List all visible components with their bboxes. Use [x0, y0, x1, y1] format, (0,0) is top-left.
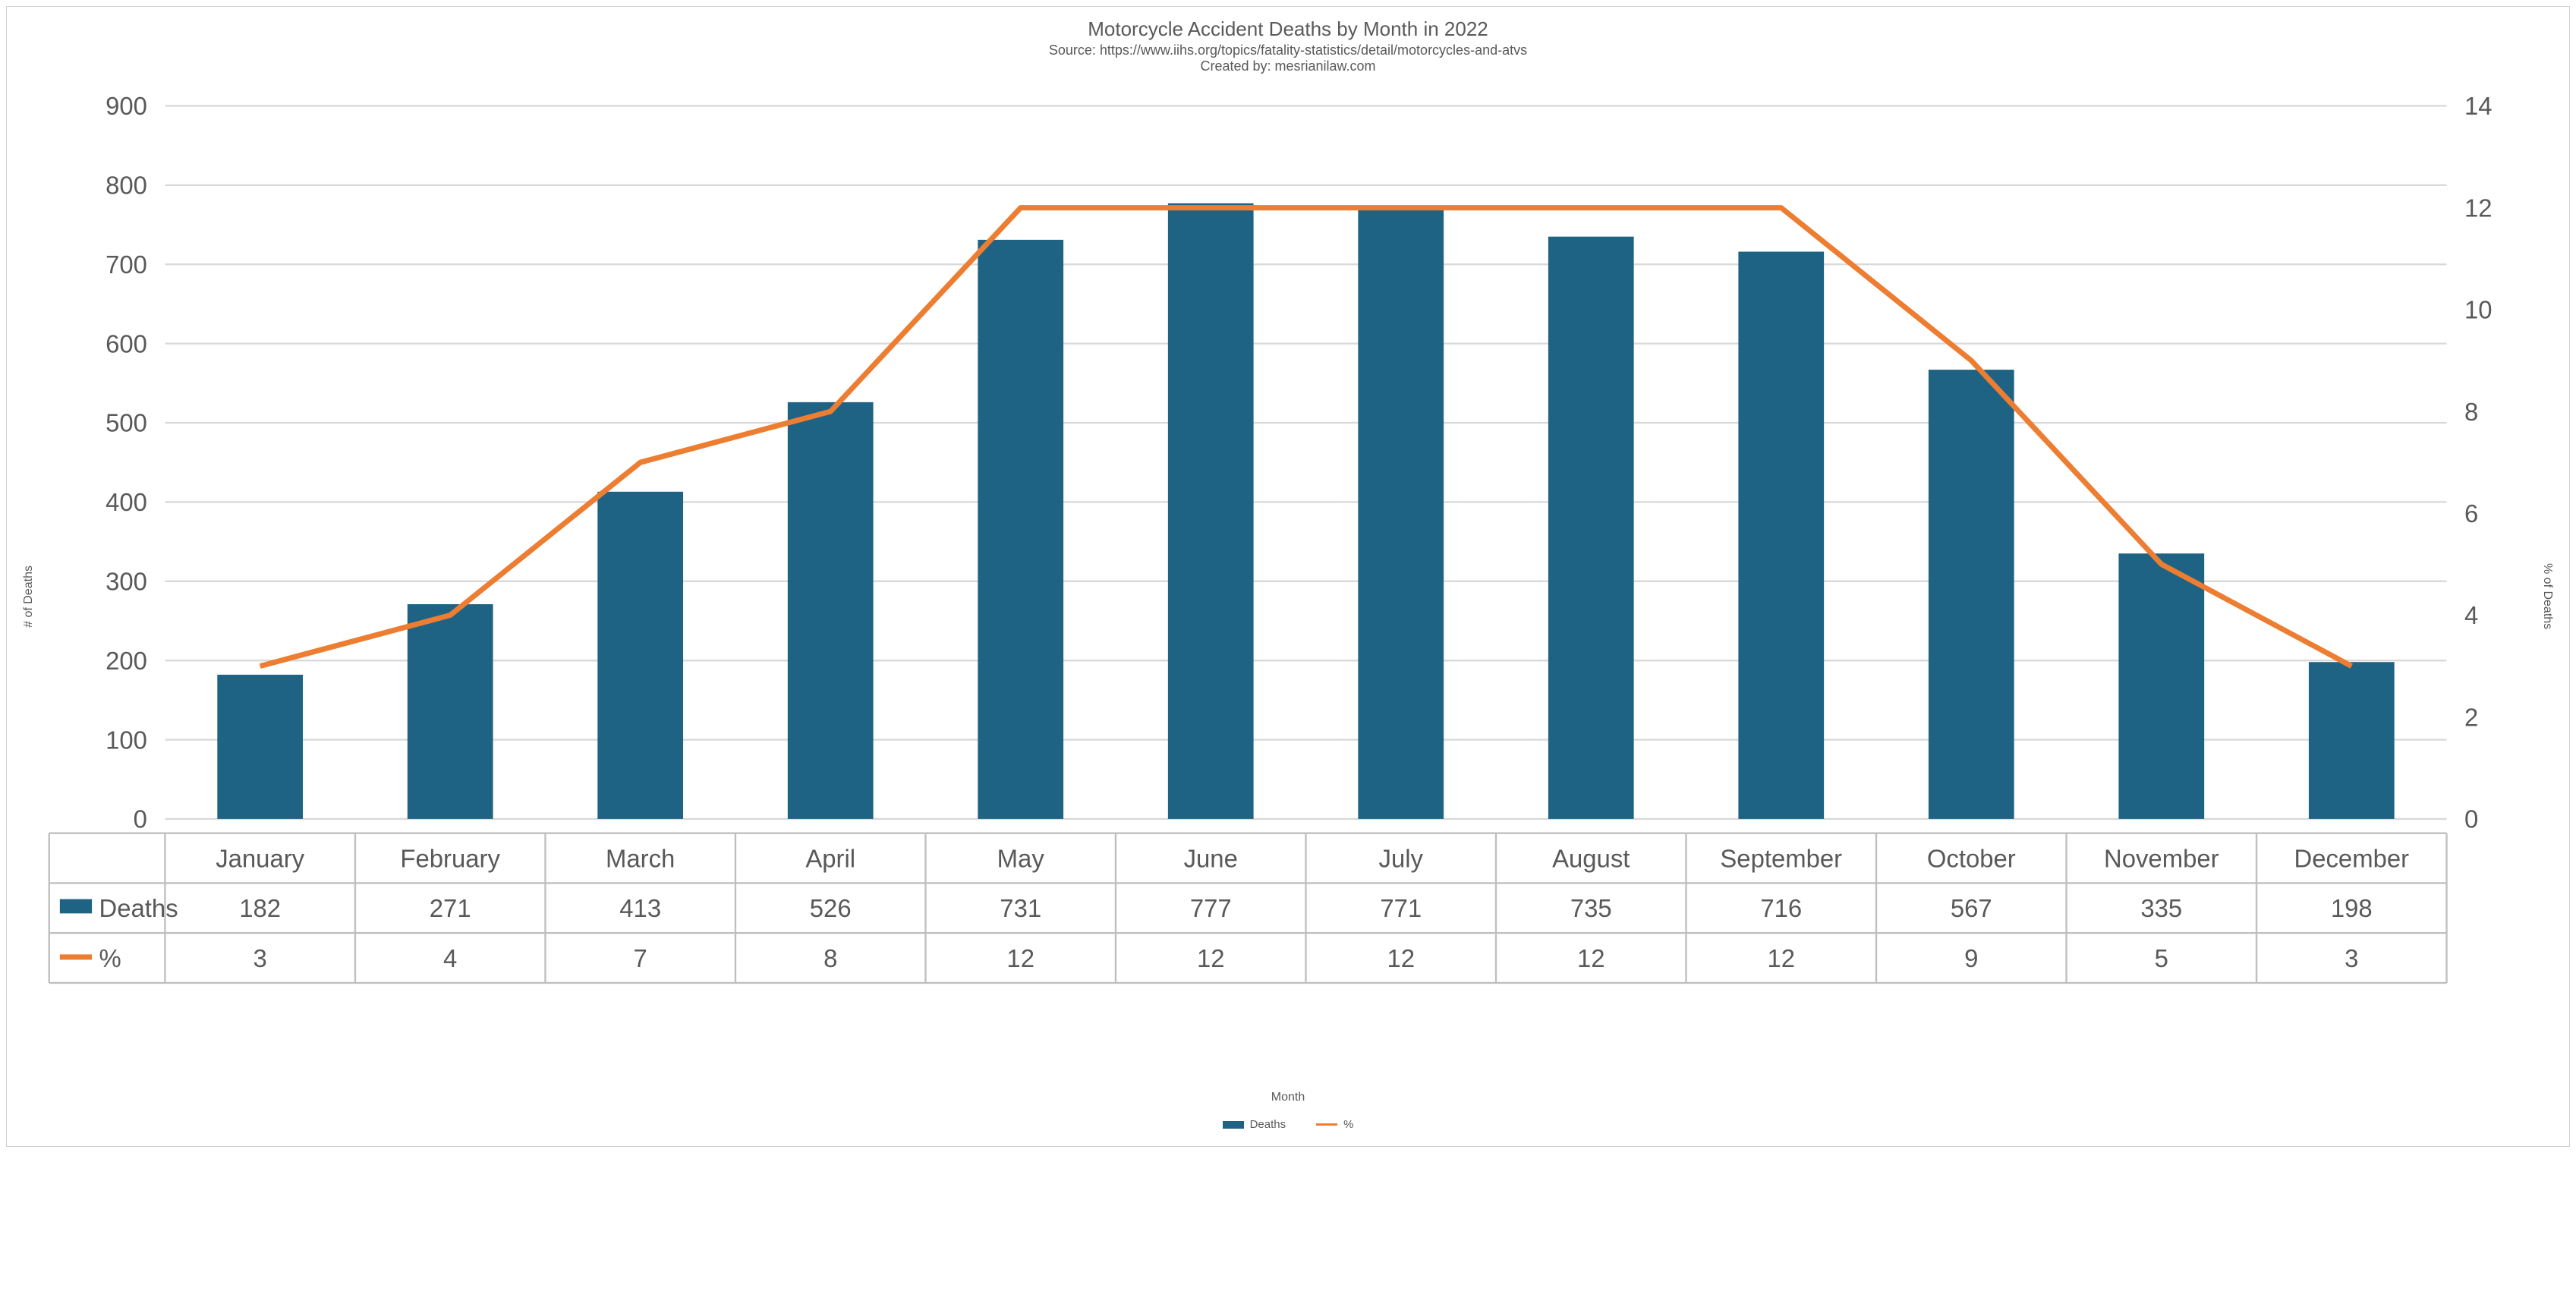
y-left-tick: 700: [105, 250, 147, 279]
table-month: September: [1720, 844, 1842, 872]
table-swatch-line: [60, 954, 92, 959]
table-month: January: [216, 844, 304, 872]
table-header-percent: %: [99, 944, 121, 972]
y-right-tick: 4: [2464, 601, 2478, 629]
bar: [1548, 237, 1634, 819]
table-cell-deaths: 716: [1760, 894, 1802, 922]
table-cell-deaths: 731: [1000, 894, 1041, 922]
bar: [1358, 208, 1444, 819]
table-month: May: [997, 844, 1045, 872]
table-month: November: [2104, 844, 2219, 872]
table-cell-deaths: 771: [1380, 894, 1422, 922]
bar: [217, 675, 303, 819]
y-right-tick: 8: [2464, 398, 2478, 426]
legend-item-line: %: [1316, 1118, 1353, 1131]
x-axis-label: Month: [40, 1091, 2536, 1104]
y-left-tick: 600: [105, 329, 147, 357]
chart-subtitle-source: Source: https://www.iihs.org/topics/fata…: [22, 43, 2554, 58]
table-cell-percent: 8: [824, 944, 837, 972]
legend: Deaths %: [22, 1118, 2554, 1131]
table-cell-percent: 12: [1577, 944, 1605, 972]
table-cell-deaths: 777: [1190, 894, 1232, 922]
y-right-tick: 2: [2464, 703, 2478, 731]
chart-container: Motorcycle Accident Deaths by Month in 2…: [6, 6, 2570, 1147]
table-header-deaths: Deaths: [99, 894, 178, 922]
y-left-tick: 900: [105, 92, 147, 120]
table-cell-percent: 9: [1964, 944, 1978, 972]
table-month: October: [1927, 844, 2016, 872]
table-cell-deaths: 413: [619, 894, 661, 922]
y-right-tick: 12: [2464, 194, 2493, 222]
plot-column: 0 100 200 300 400 500 600 700 800 900 0 2 4 6 8 10 12 14 J…: [40, 88, 2536, 1104]
y-axis-right-label: % of Deaths: [2540, 563, 2554, 629]
table-cell-deaths: 198: [2331, 894, 2373, 922]
table-cell-percent: 7: [634, 944, 647, 972]
legend-label-line: %: [1343, 1118, 1353, 1131]
y-right-tick: 6: [2464, 499, 2478, 528]
chart-subtitle-creator: Created by: mesrianilaw.com: [22, 58, 2554, 74]
percent-line: [260, 208, 2352, 666]
y-left-tick: 500: [105, 409, 147, 437]
table-cell-deaths: 735: [1570, 894, 1612, 922]
table-cell-deaths: 335: [2140, 894, 2182, 922]
y-left-tick: 0: [134, 805, 147, 833]
y-left-tick: 200: [105, 647, 147, 675]
y-right-tick: 0: [2464, 805, 2478, 833]
bar: [788, 402, 874, 819]
y-left-tick: 300: [105, 568, 147, 596]
bar: [597, 492, 683, 819]
y-left-tick: 400: [105, 488, 147, 516]
table-swatch-bar: [60, 899, 92, 914]
y-axis-left-label: # of Deaths: [22, 565, 36, 628]
bar: [408, 604, 493, 819]
table-month: December: [2294, 844, 2410, 872]
table-cell-percent: 3: [254, 944, 267, 972]
table-cell-percent: 12: [1387, 944, 1415, 972]
bar: [2118, 553, 2204, 819]
legend-swatch-bar: [1223, 1121, 1244, 1129]
table-cell-percent: 12: [1197, 944, 1225, 972]
table-cell-deaths: 271: [430, 894, 471, 922]
table-cell-deaths: 182: [239, 894, 281, 922]
table-cell-percent: 4: [443, 944, 457, 972]
y-right-tick: 10: [2464, 296, 2493, 324]
table-cell-percent: 12: [1767, 944, 1795, 972]
bar: [1168, 203, 1254, 819]
chart-svg: 0 100 200 300 400 500 600 700 800 900 0 2 4 6 8 10 12 14 J…: [40, 88, 2536, 1086]
table-month: April: [805, 844, 855, 872]
table-month: June: [1184, 844, 1238, 872]
table-cell-deaths: 567: [1951, 894, 1992, 922]
y-left-tick: 800: [105, 172, 147, 200]
chart-titles: Motorcycle Accident Deaths by Month in 2…: [22, 17, 2554, 74]
table-month: July: [1379, 844, 1424, 872]
y-right-tick: 14: [2464, 92, 2493, 120]
bar: [2309, 662, 2395, 819]
table-month: August: [1552, 844, 1630, 872]
table-cell-percent: 3: [2345, 944, 2358, 972]
chart-title: Motorcycle Accident Deaths by Month in 2…: [22, 17, 2554, 41]
legend-item-bar: Deaths: [1223, 1118, 1286, 1131]
plot-row: # of Deaths 0100200300400500600700800900…: [22, 88, 2554, 1104]
legend-swatch-line: [1316, 1123, 1337, 1126]
table-cell-percent: 5: [2155, 944, 2168, 972]
table-cell-deaths: 526: [810, 894, 852, 922]
bar: [978, 240, 1063, 819]
bar: [1929, 370, 2014, 819]
table-month: March: [606, 844, 675, 872]
table-cell-percent: 12: [1006, 944, 1034, 972]
legend-label-bar: Deaths: [1250, 1118, 1286, 1131]
y-left-tick: 100: [105, 726, 147, 754]
table-month: February: [400, 844, 500, 872]
bar: [1738, 252, 1824, 819]
